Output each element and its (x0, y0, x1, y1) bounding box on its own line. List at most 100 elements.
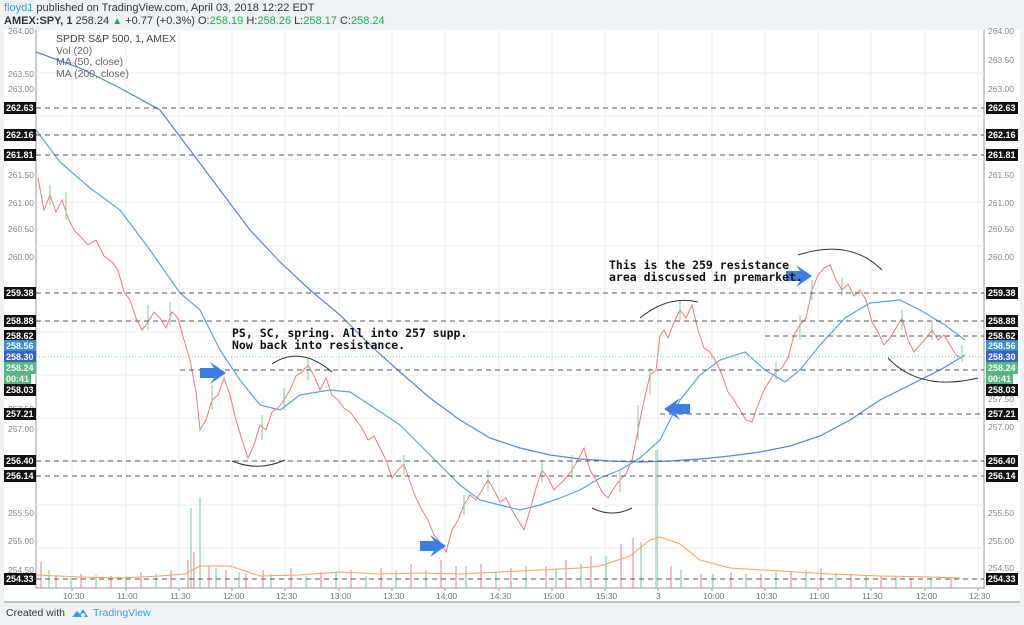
plot-border (35, 29, 985, 589)
arc-top-2 (639, 299, 699, 319)
level-tag: 254.33 (4, 573, 36, 585)
arrow-left-icon (664, 398, 690, 420)
level-tag: 258.62 (986, 330, 1018, 342)
x-tick: 12:00 (916, 591, 938, 601)
footer: Created with TradingView (6, 607, 151, 619)
level-tag: 258.88 (986, 315, 1018, 327)
last-price-tag: 258.24 (4, 362, 36, 374)
y-tick: 261.00 (988, 198, 1014, 208)
vertical-gridlines (71, 30, 979, 588)
arrow-right-icon (786, 265, 812, 287)
author-link[interactable]: floyd1 (4, 2, 34, 14)
tradingview-link[interactable]: TradingView (71, 607, 151, 619)
symbol-info-bar: AMEX:SPY, 1 258.24 ▲ +0.77 (+0.3%) O:258… (4, 15, 385, 27)
y-tick: 254.50 (8, 565, 34, 575)
support-resistance-lines[interactable] (36, 107, 984, 580)
ma200-price-tag: 258.30 (986, 351, 1018, 363)
up-candles (49, 185, 963, 515)
x-tick: 13:30 (383, 591, 405, 601)
high-value: 258.26 (257, 15, 291, 27)
level-tag: 262.63 (4, 102, 36, 114)
publish-info: floyd1 published on TradingView.com, Apr… (4, 2, 314, 14)
level-tag: 261.81 (986, 149, 1018, 161)
y-tick: 257.00 (988, 422, 1014, 432)
annotation-arcs[interactable] (231, 248, 979, 514)
arc-low-2 (591, 507, 633, 514)
arc-top-3 (797, 248, 883, 271)
ma200-line (35, 51, 966, 463)
level-tag: 262.16 (986, 129, 1018, 141)
x-tick: 12:00 (223, 591, 245, 601)
level-tag: 262.16 (4, 129, 36, 141)
level-tag: 258.62 (4, 330, 36, 342)
y-tick: 263.50 (8, 69, 34, 79)
up-triangle-icon: ▲ (112, 16, 123, 27)
annotation-text-right[interactable]: This is the 259 resistance area discusse… (609, 258, 803, 284)
level-tag: 261.81 (4, 149, 36, 161)
x-tick: 15:30 (596, 591, 618, 601)
legend-volume[interactable]: Vol (20) (56, 44, 93, 57)
chart-frame[interactable] (4, 29, 1020, 603)
level-tag: 257.21 (986, 408, 1018, 420)
legend-ma50[interactable]: MA (50, close) (56, 56, 124, 68)
y-tick: 255.00 (988, 536, 1014, 546)
annotation-text-left[interactable]: PS, SC, spring. All into 257 supp. Now b… (232, 326, 468, 352)
x-tick: 10:30 (756, 591, 778, 601)
y-tick: 260.50 (8, 224, 34, 234)
y-tick: 264.00 (988, 26, 1014, 36)
y-tick: 255.50 (988, 508, 1014, 518)
legend-title: SPDR S&P 500, 1, AMEX (56, 33, 177, 45)
level-tag: 254.33 (986, 573, 1018, 585)
level-tag: 256.40 (986, 455, 1018, 467)
y-tick: 260.50 (988, 224, 1014, 234)
x-tick: 12:30 (276, 591, 298, 601)
x-axis-ticks (71, 588, 979, 591)
low-value: 258.17 (303, 15, 337, 27)
close-label: C: (339, 15, 351, 27)
low-label: L: (294, 15, 304, 27)
y-tick: 254.50 (988, 563, 1014, 573)
close-value: 258.24 (350, 15, 385, 27)
legend-ma200[interactable]: MA (200, close) (56, 67, 129, 80)
ma50-price-tag: 258.56 (4, 340, 36, 352)
symbol-label: AMEX:SPY, 1 (4, 15, 73, 27)
level-tag: 258.88 (4, 315, 36, 327)
x-tick: 11:00 (809, 591, 830, 601)
x-tick: 11:30 (170, 591, 191, 601)
tradingview-label: TradingView (92, 607, 151, 619)
x-tick: 14:00 (436, 591, 458, 601)
level-tag: 262.63 (986, 102, 1018, 114)
annotation-arrows[interactable] (200, 265, 812, 557)
price-change: +0.77 (+0.3%) (125, 15, 195, 27)
y-tick: 257.00 (8, 424, 34, 434)
level-tag: 259.38 (4, 287, 36, 299)
x-tick: 11:00 (117, 591, 138, 601)
y-tick: 263.00 (8, 84, 34, 94)
y-tick: 261.00 (8, 198, 34, 208)
y-tick: 261.50 (8, 170, 34, 180)
x-tick: 10:00 (703, 591, 725, 601)
y-tick: 257.50 (988, 394, 1014, 404)
tradingview-logo-icon (71, 608, 88, 617)
ma200-price-tag: 258.30 (4, 351, 36, 363)
y-tick: 260.00 (8, 252, 34, 262)
countdown-tag: 00:41 (986, 373, 1014, 385)
x-tick: 10:30 (63, 591, 85, 601)
x-tick: 12:30 (969, 591, 991, 601)
arrow-right-icon (420, 535, 446, 557)
price-bars (37, 177, 963, 554)
y-tick: 263.50 (988, 55, 1014, 65)
open-value: 258.19 (209, 15, 244, 27)
y-tick: 264.00 (8, 26, 34, 36)
y-tick: 255.00 (8, 536, 34, 546)
level-tag: 256.14 (986, 470, 1018, 482)
x-tick: 3 (656, 591, 661, 601)
y-tick: 255.50 (8, 508, 34, 518)
last-price-tag: 258.24 (986, 362, 1018, 374)
high-label: H: (246, 15, 258, 27)
level-tag: 258.03 (4, 384, 36, 396)
last-price: 258.24 (75, 15, 110, 27)
arc-top-1 (271, 355, 333, 373)
ma50-line (35, 129, 966, 511)
